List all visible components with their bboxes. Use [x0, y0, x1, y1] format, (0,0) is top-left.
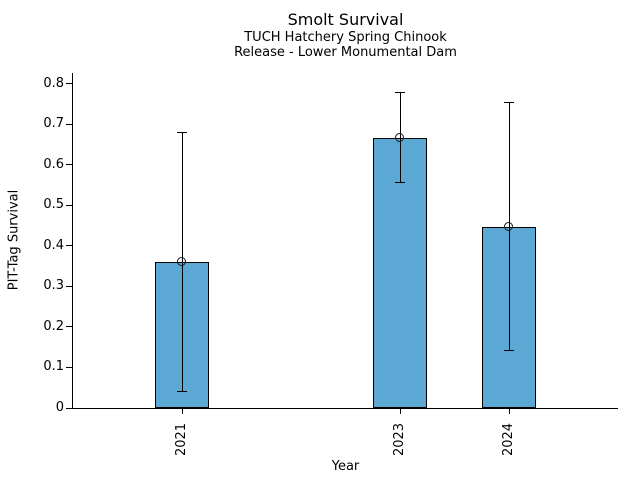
x-tick-mark: [399, 408, 401, 414]
chart-subtitle-line2: Release - Lower Monumental Dam: [234, 45, 457, 60]
y-tick-label: 0.4: [43, 237, 64, 253]
y-tick-mark: [66, 407, 72, 409]
x-axis-label: Year: [331, 459, 360, 474]
y-tick-label: 0.8: [43, 75, 64, 91]
y-tick-mark: [66, 83, 72, 85]
y-tick-label: 0: [55, 400, 64, 415]
error-bar-cap-bottom: [177, 391, 187, 393]
y-tick-label: 0.2: [43, 318, 64, 334]
y-tick-mark: [66, 164, 72, 166]
data-point-marker: [504, 222, 514, 232]
y-tick-label: 0.1: [43, 359, 64, 375]
error-bar-cap-bottom: [395, 182, 405, 184]
y-tick-mark: [66, 366, 72, 368]
x-tick-label: 2023: [378, 415, 422, 463]
chart-title: Smolt Survival: [287, 10, 404, 29]
plot-area: 0 0.1 0.2 0.3 0.4 0.5 0.6 0.7 0.8 2021 2023 2024: [43, 73, 618, 456]
y-tick-label: 0.7: [43, 116, 64, 132]
error-bar-cap-top: [504, 101, 514, 103]
chart-subtitle-line1: TUCH Hatchery Spring Chinook: [244, 30, 447, 45]
y-tick-label: 0.5: [43, 197, 64, 213]
x-tick-label-text: 2024: [501, 422, 517, 456]
error-bar-cap-bottom: [504, 349, 514, 351]
x-tick-label-text: 2023: [392, 422, 408, 456]
y-tick-mark: [66, 245, 72, 247]
error-bar-cap-top: [395, 91, 405, 93]
y-tick-mark: [66, 326, 72, 328]
x-tick-mark: [181, 408, 183, 414]
x-tick-label: 2021: [160, 415, 204, 463]
data-point-marker: [177, 257, 187, 267]
data-point-marker: [395, 133, 405, 143]
error-bar-cap-top: [177, 132, 187, 134]
x-tick-label: 2024: [487, 415, 531, 463]
y-tick-label: 0.6: [43, 156, 64, 172]
y-tick-mark: [66, 123, 72, 125]
y-tick-mark: [66, 204, 72, 206]
y-tick-label: 0.3: [43, 278, 64, 294]
y-tick-mark: [66, 285, 72, 287]
x-tick-label-text: 2021: [174, 422, 190, 456]
x-tick-mark: [508, 408, 510, 414]
